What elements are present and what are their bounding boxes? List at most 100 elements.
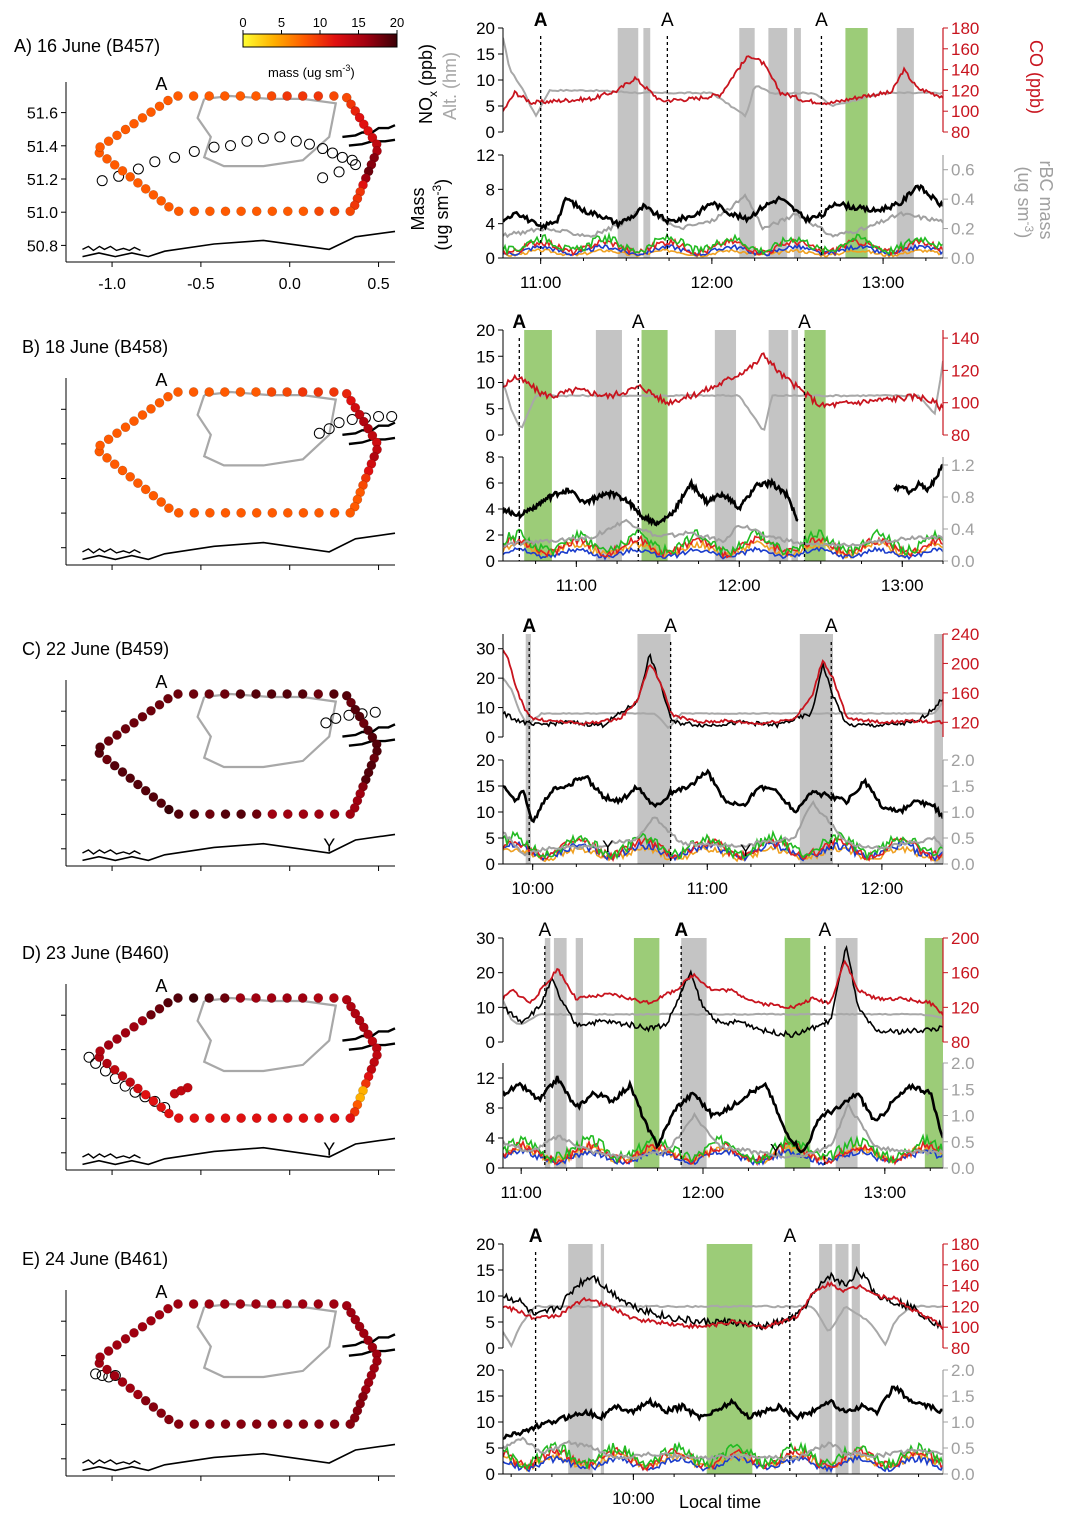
track-dot	[298, 1419, 309, 1429]
track-dot	[329, 1299, 339, 1309]
track-dot	[298, 206, 309, 217]
track-dot	[188, 1299, 199, 1309]
co-tick-label: 160	[951, 684, 979, 703]
track-dot	[103, 1040, 114, 1050]
colorbar-tick-label: 0	[239, 15, 246, 30]
plot-area	[503, 634, 943, 864]
track-dot	[219, 91, 230, 101]
track-dot	[102, 1364, 112, 1375]
open-circle	[317, 143, 329, 155]
nox-tick-label: 0	[486, 1033, 495, 1052]
track-dot	[156, 1102, 167, 1113]
track-dot	[102, 754, 112, 765]
open-circle	[320, 717, 332, 729]
map-x-tick-label: 0.0	[279, 276, 301, 293]
open-circle	[336, 151, 348, 163]
a-marker-label: A	[674, 920, 688, 941]
track-dot	[129, 1022, 139, 1032]
panel-title: E) 24 June (B461)	[22, 1249, 168, 1269]
track-dot	[164, 202, 174, 212]
co-tick-label: 160	[951, 40, 979, 59]
track-dot	[125, 1383, 136, 1394]
track-dot	[329, 1419, 340, 1429]
co-tick-label: 80	[951, 1033, 970, 1052]
nox-line	[503, 1265, 943, 1331]
species-nh4	[503, 1449, 943, 1473]
coastline	[82, 1137, 396, 1166]
mass-axis-title: Mass	[408, 187, 428, 230]
mass-tick-label: 4	[486, 1129, 495, 1148]
track-dot	[298, 1113, 309, 1123]
track-dot	[173, 1113, 184, 1123]
species-no3	[503, 1146, 943, 1167]
nox-tick-label: 30	[476, 929, 495, 948]
track-dot	[173, 206, 184, 217]
track-dot	[341, 690, 352, 701]
track-dot	[282, 508, 293, 518]
mass-tick-label: 0	[486, 1159, 495, 1178]
nox-tick-label: 20	[476, 321, 495, 340]
track-dot	[219, 993, 230, 1003]
track-dot	[367, 1036, 378, 1047]
gray-band	[819, 1244, 833, 1474]
track-dot	[140, 785, 151, 796]
track-dot	[137, 1321, 148, 1332]
panel-d: D) 23 June (B460)AYA A AY01020308012016020…	[22, 920, 979, 1202]
a-marker-label: A	[522, 616, 536, 637]
track-dot	[236, 1419, 246, 1429]
track-dot	[350, 1314, 361, 1325]
track-dot	[156, 798, 167, 809]
track-dot	[282, 206, 293, 217]
nox-tick-label: 0	[486, 123, 495, 142]
track-dot	[163, 997, 173, 1008]
rbc-tick-label: 0.0	[951, 1159, 975, 1178]
track-dot	[189, 1113, 200, 1123]
track-dot	[329, 508, 340, 518]
track-dot	[251, 508, 262, 518]
green-band	[924, 938, 943, 1168]
co-line	[503, 55, 943, 112]
city-outline	[196, 390, 338, 467]
track-dot	[367, 732, 378, 743]
open-circle	[369, 706, 381, 718]
time-tick-label: 13:00	[864, 1183, 907, 1202]
alt-line	[503, 360, 943, 431]
track-dot	[173, 1299, 183, 1309]
green-band	[845, 28, 868, 258]
co-tick-label: 120	[951, 713, 979, 732]
track-dot	[329, 993, 339, 1003]
track-dot	[297, 1299, 308, 1309]
a-marker-label: A	[538, 920, 551, 941]
track-dot	[112, 1340, 122, 1350]
track-dot	[112, 730, 122, 740]
gray-band	[681, 938, 707, 1168]
track-dot	[95, 1352, 105, 1362]
track-dot	[297, 993, 308, 1003]
track-dot	[367, 430, 378, 441]
time-tick-label: 11:00	[556, 576, 597, 595]
track-dot	[95, 742, 105, 752]
track-dot	[354, 1015, 365, 1026]
track-dot	[367, 132, 378, 143]
track-dot	[120, 724, 131, 734]
track-dot	[189, 206, 200, 217]
rbc-tick-label: 0.4	[951, 190, 975, 209]
track-dot	[251, 387, 261, 397]
map-label-y: Y	[323, 1139, 335, 1159]
rbc-tick-label: 0.0	[951, 249, 975, 268]
mass-axis-unit: (ug sm-3)	[430, 179, 452, 251]
rbc-tick-label: 1.5	[951, 1080, 975, 1099]
mass-tick-label: 12	[476, 146, 495, 165]
gray-band	[835, 1244, 849, 1474]
co-tick-label: 120	[951, 81, 979, 100]
track-dot	[354, 1321, 365, 1332]
species-nh4	[503, 248, 943, 258]
green-band	[524, 330, 552, 561]
rbc-tick-label: 0.0	[951, 552, 975, 571]
coast-detail	[82, 1459, 141, 1465]
track-dot	[345, 206, 356, 217]
track-dot	[341, 1300, 352, 1311]
track-dot	[267, 1113, 278, 1123]
panel-title: D) 23 June (B460)	[22, 943, 169, 963]
track-dot	[129, 718, 139, 728]
